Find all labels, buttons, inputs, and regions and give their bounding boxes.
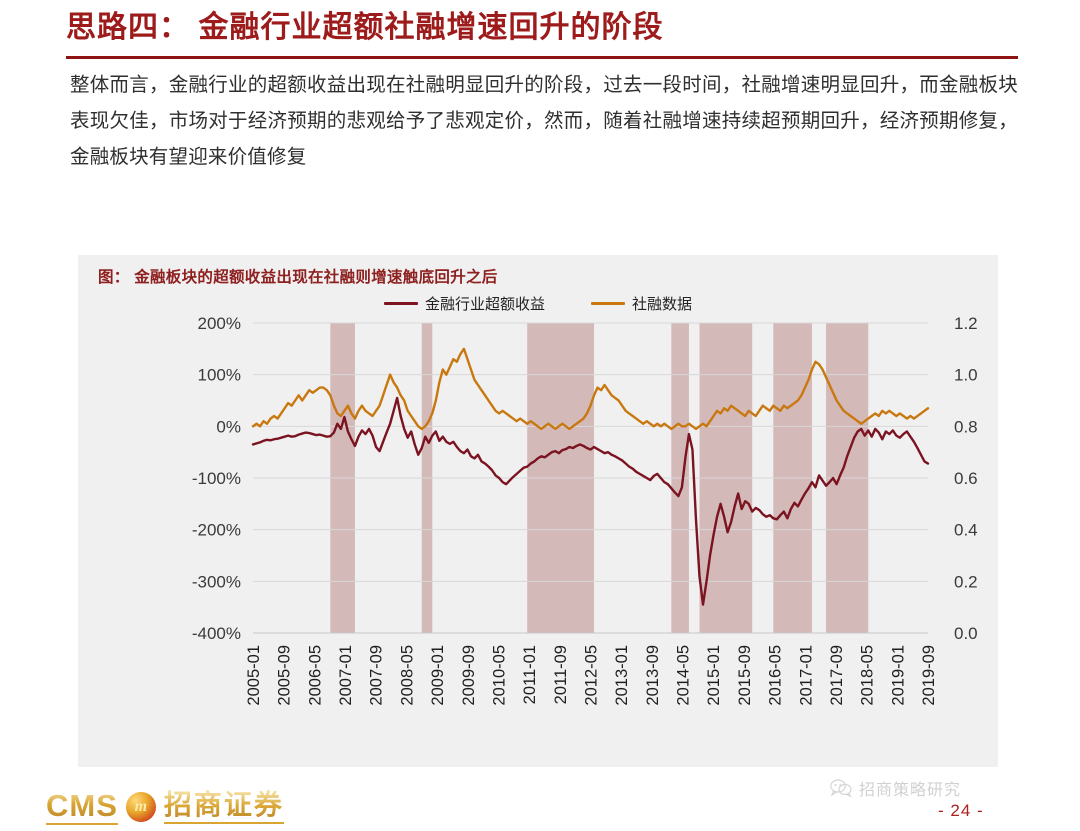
x-axis-tick: 2019-01 [889, 645, 907, 706]
wechat-icon [830, 779, 852, 797]
y-axis-right-tick: 1.0 [954, 366, 978, 385]
x-axis-tick: 2018-05 [859, 645, 877, 706]
x-axis-tick: 2011-09 [552, 645, 570, 704]
series-line [251, 347, 930, 431]
y-axis-left-tick: -100% [192, 469, 241, 488]
legend-swatch-excess-return [383, 301, 418, 306]
y-axis-left-tick: -200% [192, 521, 241, 540]
x-axis-tick: 2009-01 [429, 645, 447, 706]
page-title-text: 思路四： 金融行业超额社融增速回升的阶段 [66, 11, 664, 44]
logo-badge-icon: m [125, 792, 156, 822]
legend-item-tsf[interactable]: 社融数据 [591, 293, 692, 314]
logo-latin-text: CMS [46, 788, 118, 825]
x-axis-tick: 2012-05 [583, 645, 601, 706]
watermark-text: 招商策略研究 [859, 782, 962, 799]
y-axis-left-tick: -300% [192, 572, 241, 591]
x-axis-tick: 2016-05 [767, 645, 785, 706]
legend-label-excess-return: 金融行业超额收益 [424, 296, 545, 313]
x-axis-tick: 2005-09 [276, 645, 294, 706]
x-axis-tick: 2008-05 [398, 645, 416, 706]
watermark: 招商策略研究 [830, 776, 961, 800]
x-axis-tick: 2013-09 [644, 645, 662, 706]
y-axis-right-tick: 0.2 [954, 572, 978, 591]
series-line [251, 396, 930, 606]
y-axis-right-tick: 0.8 [954, 417, 978, 436]
chart-legend: 金融行业超额收益 社融数据 [78, 293, 998, 314]
page-number: - 24 - [938, 801, 984, 820]
chart-caption: 图： 金融板块的超额收益出现在社融则增速触底回升之后 [98, 269, 498, 286]
y-axis-left-tick: 100% [198, 366, 241, 385]
y-axis-right-tick: 0.4 [954, 521, 978, 540]
company-logo: CMS m 招商证券 [46, 789, 284, 825]
x-axis-tick: 2014-05 [675, 645, 693, 706]
chart-plot-area: 200% 1.2 100% 1.0 0% 0.8 -100% 0.6 -200% 0.4 -300%… [78, 313, 998, 753]
x-axis-tick: 2019-09 [920, 645, 938, 706]
y-axis-left-tick: 200% [198, 314, 241, 333]
x-axis-tick: 2005-01 [245, 645, 263, 706]
x-axis-tick: 2007-01 [337, 645, 355, 706]
legend-item-excess-return[interactable]: 金融行业超额收益 [383, 293, 545, 314]
body-paragraph: 整体而言，金融行业的超额收益出现在社融明显回升的阶段，过去一段时间，社融增速明显… [70, 75, 1018, 168]
x-axis-tick: 2009-09 [460, 645, 478, 706]
y-axis-left-tick: 0% [216, 417, 241, 436]
x-axis-tick: 2015-09 [736, 645, 754, 706]
y-axis-right-tick: 0.6 [954, 469, 978, 488]
legend-label-tsf: 社融数据 [632, 296, 693, 313]
chart-card: 图： 金融板块的超额收益出现在社融则增速触底回升之后 金融行业超额收益 社融数据… [78, 255, 998, 767]
x-axis-tick: 2017-09 [828, 645, 846, 706]
page-title: 思路四： 金融行业超额社融增速回升的阶段 [66, 8, 1018, 48]
line-chart-svg: 200% 1.2 100% 1.0 0% 0.8 -100% 0.6 -200% 0.4 -300%… [78, 313, 998, 753]
x-axis-tick: 2006-05 [306, 645, 324, 706]
y-axis-right-tick: 0.0 [954, 624, 978, 643]
y-axis-right-tick: 1.2 [954, 314, 978, 333]
x-axis-tick: 2015-01 [705, 645, 723, 706]
logo-chinese-text: 招商证券 [163, 790, 284, 824]
x-axis-tick: 2010-05 [491, 645, 509, 706]
x-axis-tick: 2007-09 [368, 645, 386, 706]
y-axis-left-tick: -400% [192, 624, 241, 643]
x-axis-tick: 2013-01 [613, 645, 631, 706]
title-divider [66, 56, 1018, 59]
x-axis-tick: 2011-01 [521, 645, 539, 704]
legend-swatch-tsf [591, 301, 625, 306]
x-axis-tick: 2017-01 [797, 645, 815, 706]
